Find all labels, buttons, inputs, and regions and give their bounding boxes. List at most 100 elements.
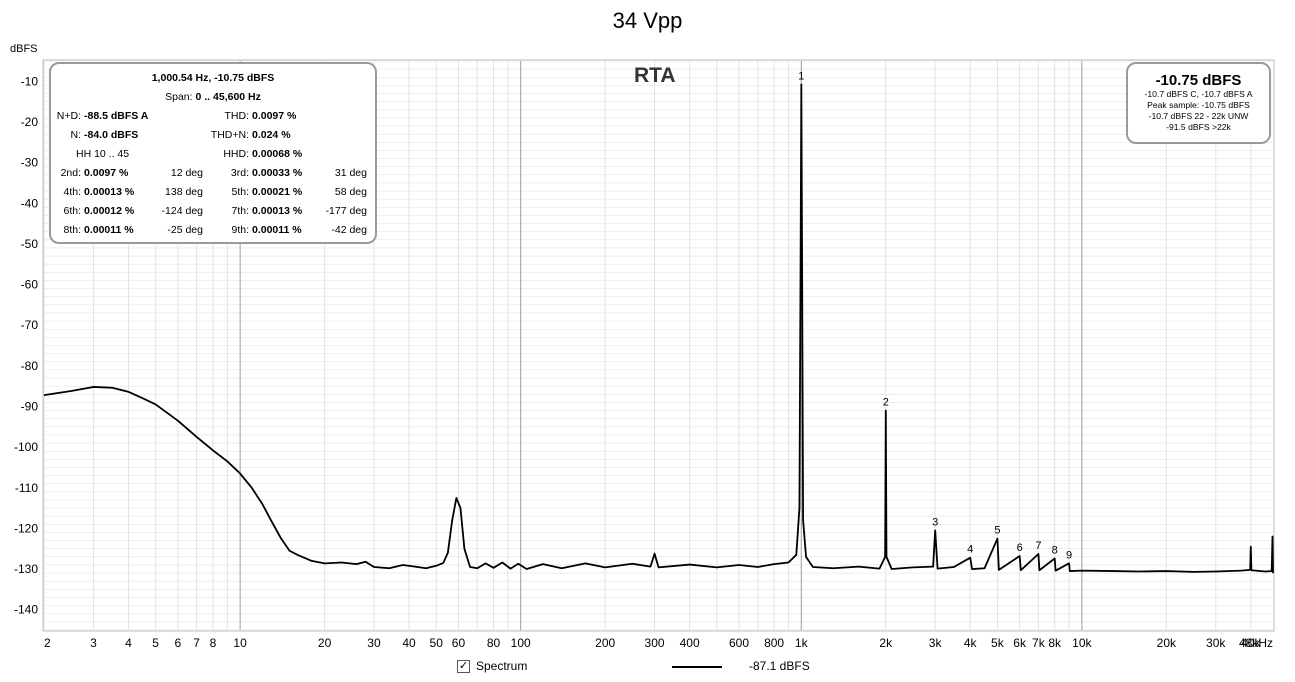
x-tick-label: 48kHz: [1239, 636, 1273, 650]
harmonic-marker: 8: [1052, 544, 1058, 556]
harmonic-value: 0.00012 %: [84, 205, 135, 217]
y-tick-label: -120: [14, 521, 38, 535]
rta-label: RTA: [634, 64, 676, 87]
hh-label: HH 10 .. 45: [76, 148, 130, 160]
x-tick-label: 5: [152, 636, 159, 650]
harmonic-phase: -42 deg: [331, 224, 367, 236]
harmonic-phase: -177 deg: [325, 205, 367, 217]
x-tick-label: 100: [511, 636, 531, 650]
nd-value: -88.5 dBFS A: [84, 110, 149, 122]
n-label: N:: [70, 129, 82, 141]
level-main-value: -10.75 dBFS: [1155, 72, 1242, 89]
span-readout: Span: 0 .. 45,600 Hz: [51, 91, 375, 103]
x-axis: 2 3 4 5 6 7 8 10 20 30 40 50 60 80 100 200 300 400 600 800 1…: [44, 636, 1273, 650]
hhd-value: 0.00068 %: [252, 148, 303, 160]
y-tick-label: -70: [21, 318, 39, 332]
x-tick-label: 5k: [991, 636, 1005, 650]
level-panel[interactable]: -10.75 dBFS -10.7 dBFS C, -10.7 dBFS A P…: [1126, 62, 1271, 144]
hhd-label: HHD:: [223, 148, 249, 160]
chart-title: 34 Vpp: [612, 8, 683, 33]
x-tick-label: 2: [44, 636, 51, 650]
harmonic-value: 0.00033 %: [252, 167, 303, 179]
harmonic-marker: 3: [932, 516, 938, 528]
harmonic-value: 0.00013 %: [84, 186, 135, 198]
harmonic-value: 0.00011 %: [84, 224, 134, 236]
x-tick-label: 6k: [1013, 636, 1027, 650]
harmonic-marker: 2: [883, 397, 889, 409]
x-tick-label: 40k: [1241, 636, 1261, 650]
x-tick-label: 4k: [964, 636, 978, 650]
thd-label: THD:: [224, 110, 250, 122]
level-detail-line: -10.7 dBFS C, -10.7 dBFS A: [1144, 89, 1253, 99]
x-tick-label: 3k: [929, 636, 943, 650]
y-tick-label: -40: [21, 196, 39, 210]
harmonic-label: 2nd:: [60, 167, 81, 179]
harmonic-label: 7th:: [231, 205, 249, 217]
harmonic-label: 8th:: [63, 224, 81, 236]
x-tick-label: 10: [233, 636, 247, 650]
y-tick-label: -10: [21, 74, 39, 88]
x-tick-label: 600: [729, 636, 749, 650]
y-tick-label: -60: [21, 278, 39, 292]
y-tick-label: -130: [14, 562, 38, 576]
level-detail-line: -91.5 dBFS >22k: [1166, 122, 1231, 132]
y-tick-label: -110: [15, 481, 38, 495]
x-tick-label: 30k: [1206, 636, 1226, 650]
harmonic-marker: 5: [994, 525, 1000, 537]
x-tick-label: 40: [402, 636, 416, 650]
span-label: Span:: [165, 91, 193, 103]
x-tick-label: 1k: [795, 636, 809, 650]
spectrum-trace-group: [43, 83, 1274, 574]
harmonic-label: 5th:: [231, 186, 249, 198]
thdn-value: 0.024 %: [252, 129, 291, 141]
x-tick-label: 400: [680, 636, 700, 650]
y-tick-label: -100: [14, 440, 38, 454]
span-value: 0 .. 45,600 Hz: [195, 91, 261, 103]
n-value: -84.0 dBFS: [84, 129, 139, 141]
y-tick-label: -30: [21, 156, 39, 170]
thdn-label: THD+N:: [210, 129, 249, 141]
x-tick-label: 7k: [1032, 636, 1046, 650]
x-tick-label: 50: [430, 636, 444, 650]
spectrum-trace: [43, 83, 1274, 574]
stats-header: 1,000.54 Hz, -10.75 dBFS: [151, 72, 275, 84]
x-tick-label: 3: [90, 636, 97, 650]
level-detail-line: -10.7 dBFS 22 - 22k UNW: [1148, 111, 1249, 121]
harmonic-label: 3rd:: [230, 167, 249, 179]
harmonic-marker: 4: [967, 544, 973, 556]
x-tick-label: 800: [764, 636, 784, 650]
x-tick-label: 2k: [879, 636, 893, 650]
harmonic-phase: -25 deg: [167, 224, 203, 236]
harmonic-label: 6th:: [63, 205, 81, 217]
harmonic-markers: 1 2 3 4 5 6 7 8 9: [798, 70, 1072, 561]
harmonic-marker: 9: [1066, 549, 1072, 561]
spectrum-checkbox[interactable]: ✓: [457, 660, 470, 673]
x-tick-label: 7: [193, 636, 200, 650]
y-tick-label: -90: [21, 399, 39, 413]
stats-panel[interactable]: 1,000.54 Hz, -10.75 dBFS Span: 0 .. 45,6…: [49, 62, 377, 244]
harmonic-value: 0.00021 %: [252, 186, 303, 198]
x-tick-label: 300: [645, 636, 665, 650]
x-tick-label: 60: [452, 636, 466, 650]
y-tick-label: -140: [14, 603, 38, 617]
x-tick-label: 80: [487, 636, 501, 650]
y-axis: -10 -20 -30 -40 -50 -60 -70 -80 -90 -100 -110 -120 -…: [14, 74, 38, 616]
harmonic-phase: 12 deg: [170, 167, 203, 179]
level-detail-line: Peak sample: -10.75 dBFS: [1147, 100, 1250, 110]
y-axis-label: dBFS: [10, 43, 38, 55]
harmonic-phase: -124 deg: [161, 205, 203, 217]
harmonic-value: 0.00011 %: [252, 224, 302, 236]
harmonic-value: 0.00013 %: [252, 205, 303, 217]
harmonic-marker: 6: [1017, 542, 1023, 554]
x-tick-label: 8: [210, 636, 217, 650]
x-tick-label: 200: [595, 636, 615, 650]
x-tick-label: 20k: [1157, 636, 1177, 650]
harmonic-value: 0.0097 %: [84, 167, 129, 179]
x-tick-label: 4: [125, 636, 132, 650]
harmonic-phase: 138 deg: [165, 186, 203, 198]
y-tick-label: -80: [21, 359, 39, 373]
x-tick-label: 8k: [1048, 636, 1062, 650]
harmonic-label: 4th:: [63, 186, 81, 198]
harmonic-marker: 7: [1035, 540, 1041, 552]
harmonic-marker: 1: [798, 70, 804, 82]
